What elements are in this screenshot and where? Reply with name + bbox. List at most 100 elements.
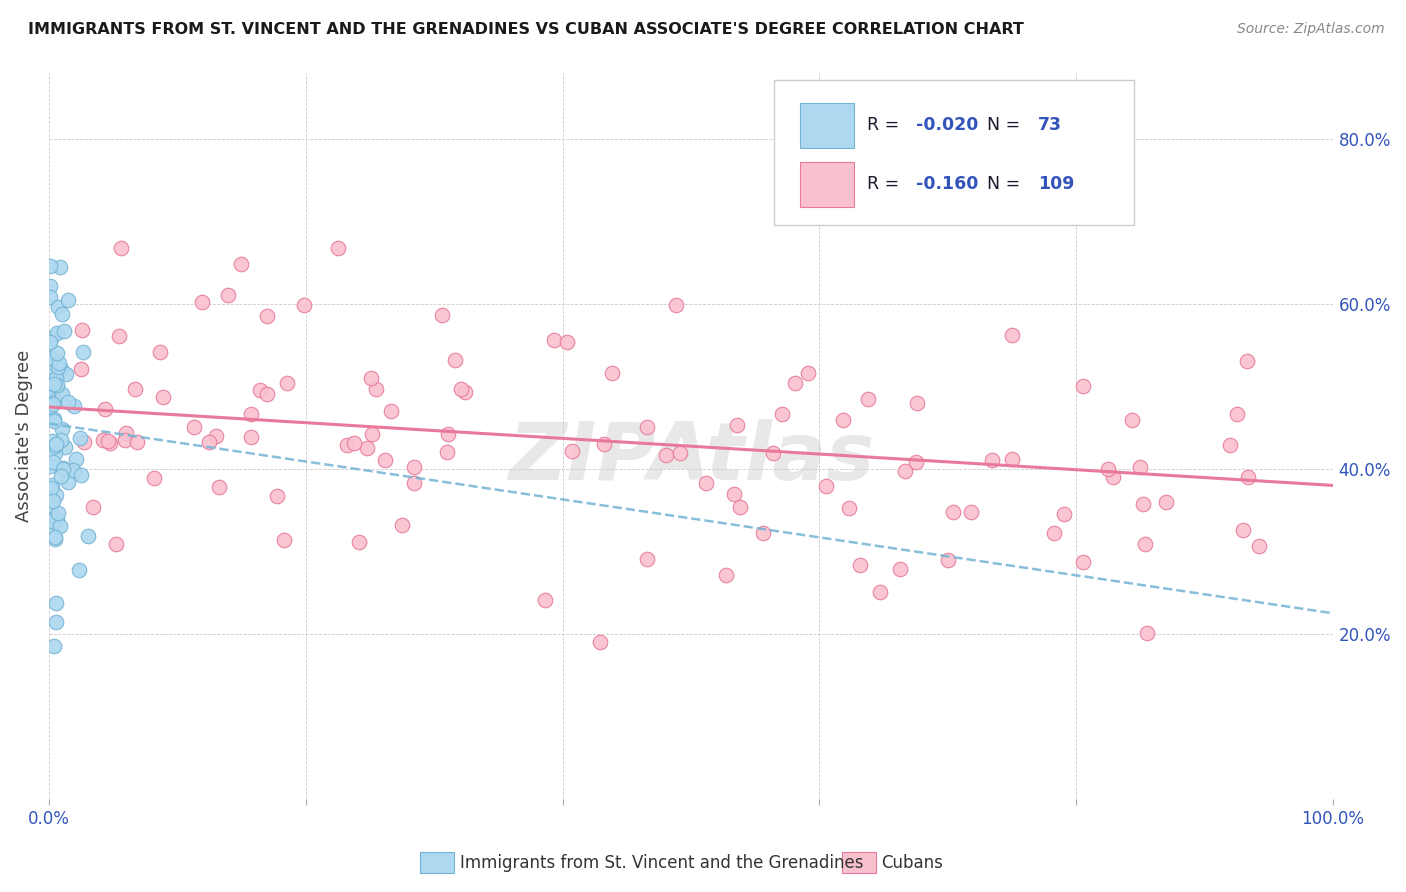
- Point: [231, 257, 253, 271]
- Point: [1071, 379, 1094, 393]
- Point: [51, 306, 73, 320]
- FancyBboxPatch shape: [800, 103, 855, 148]
- Point: [1001, 327, 1024, 342]
- Text: 109: 109: [1038, 175, 1074, 194]
- Point: [380, 404, 402, 418]
- Point: [44, 510, 66, 524]
- Point: [831, 413, 853, 427]
- Point: [436, 444, 458, 458]
- Text: R =: R =: [868, 116, 905, 135]
- Point: [42, 397, 65, 411]
- Point: [45, 346, 67, 360]
- Point: [42, 412, 65, 426]
- Point: [942, 506, 965, 520]
- Point: [152, 390, 174, 404]
- Point: [1154, 495, 1177, 509]
- Point: [56, 394, 79, 409]
- Point: [58, 293, 80, 307]
- Point: [1129, 459, 1152, 474]
- Point: [444, 353, 467, 368]
- Point: [110, 241, 132, 255]
- Point: [38, 278, 60, 293]
- Point: [39, 400, 62, 414]
- Point: [72, 345, 94, 359]
- Point: [45, 378, 67, 392]
- Point: [42, 394, 65, 409]
- Point: [45, 513, 67, 527]
- Point: [41, 388, 63, 402]
- Point: [41, 478, 63, 492]
- Point: [44, 414, 66, 428]
- Point: [114, 426, 136, 441]
- Point: [1236, 354, 1258, 368]
- Point: [1132, 497, 1154, 511]
- Point: [1219, 438, 1241, 452]
- Point: [149, 344, 172, 359]
- Point: [1071, 555, 1094, 569]
- Point: [249, 383, 271, 397]
- Text: -0.020: -0.020: [915, 116, 979, 135]
- Point: [336, 437, 359, 451]
- Point: [46, 360, 69, 375]
- Point: [107, 329, 129, 343]
- Point: [374, 453, 396, 467]
- Point: [45, 488, 67, 502]
- Point: [45, 436, 67, 450]
- FancyBboxPatch shape: [775, 80, 1133, 226]
- Point: [770, 407, 793, 421]
- Point: [217, 287, 239, 301]
- Point: [69, 431, 91, 445]
- Point: [51, 422, 73, 436]
- Point: [636, 552, 658, 566]
- Point: [98, 436, 121, 450]
- Point: [93, 401, 115, 416]
- Point: [762, 446, 785, 460]
- Text: N =: N =: [976, 116, 1026, 135]
- Point: [44, 368, 66, 382]
- Point: [695, 475, 717, 490]
- Point: [62, 463, 84, 477]
- Point: [125, 435, 148, 450]
- Point: [183, 420, 205, 434]
- Point: [636, 420, 658, 434]
- Point: [1053, 507, 1076, 521]
- Point: [70, 467, 93, 482]
- FancyBboxPatch shape: [800, 161, 855, 207]
- Point: [46, 380, 69, 394]
- Point: [44, 439, 66, 453]
- Point: [42, 385, 65, 400]
- Point: [1042, 526, 1064, 541]
- Point: [44, 377, 66, 392]
- Point: [1135, 536, 1157, 550]
- Point: [82, 500, 104, 514]
- Point: [65, 451, 87, 466]
- Point: [42, 494, 65, 508]
- Point: [42, 455, 65, 469]
- Point: [114, 433, 136, 447]
- Point: [555, 334, 578, 349]
- Point: [46, 506, 69, 520]
- Point: [38, 365, 60, 379]
- Point: [959, 505, 981, 519]
- Point: [56, 475, 79, 489]
- Point: [838, 500, 860, 515]
- Point: [534, 593, 557, 607]
- Point: [273, 533, 295, 547]
- Point: [72, 323, 94, 337]
- Point: [124, 382, 146, 396]
- Point: [41, 331, 63, 345]
- Point: [208, 480, 231, 494]
- Point: [38, 458, 60, 473]
- Point: [53, 440, 76, 454]
- Point: [55, 368, 77, 382]
- Point: [73, 434, 96, 449]
- Point: [752, 525, 775, 540]
- Point: [728, 500, 751, 514]
- Point: [38, 498, 60, 512]
- Point: [38, 259, 60, 273]
- Point: [105, 536, 128, 550]
- Point: [49, 260, 72, 274]
- Point: [889, 562, 911, 576]
- Point: [1237, 470, 1260, 484]
- Point: [39, 481, 62, 495]
